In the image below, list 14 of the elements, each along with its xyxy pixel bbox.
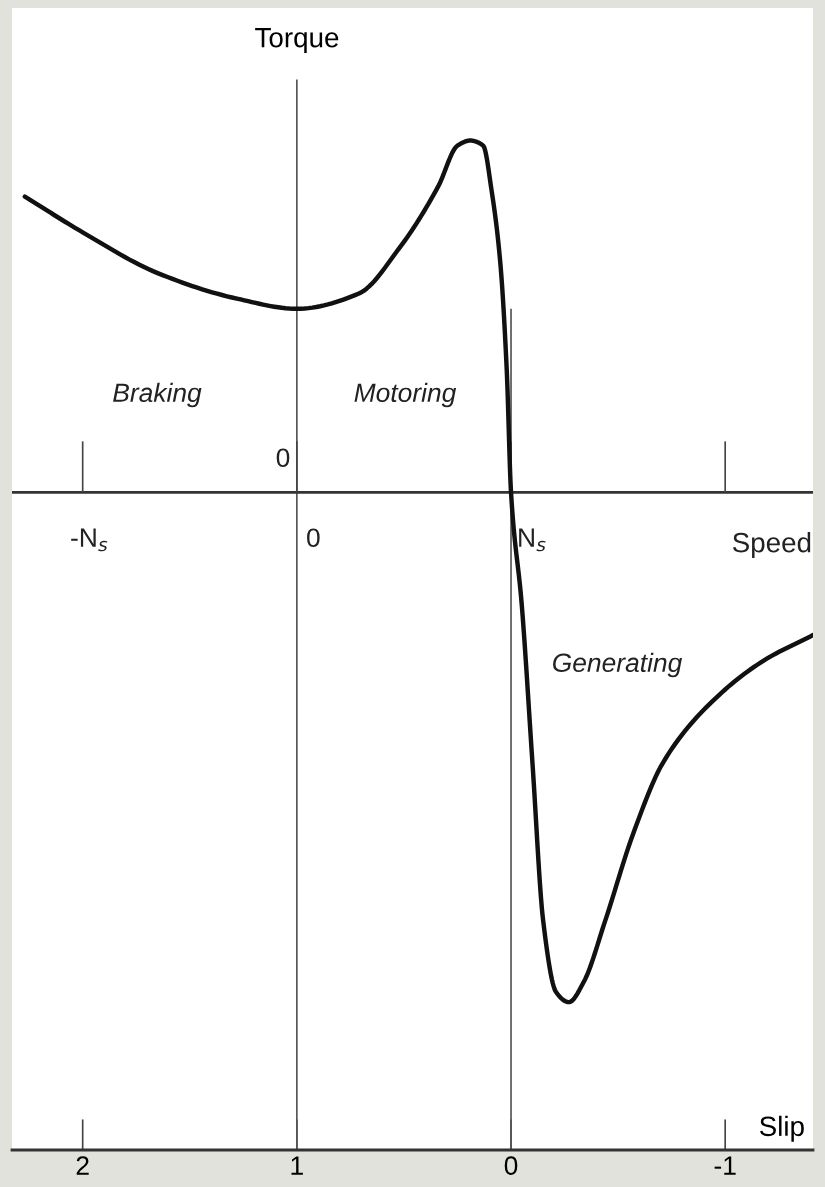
annotation: N$_{s}$ [519,528,546,552]
x-tick-label: 2 [76,1156,89,1175]
x-tick-label: 0 [504,1156,518,1175]
x-tick-label: -1 [714,1156,736,1175]
x-axis-title: Slip [759,1115,804,1142]
annotation: -N$_{s}$ [71,528,108,552]
y-axis-title: Torque [255,28,339,53]
annotation: Braking [113,382,202,408]
annotation: Motoring [354,382,457,408]
x-tick-label: 1 [291,1156,303,1175]
annotation: Speed [732,532,811,558]
annotation: 0 [276,448,290,468]
annotation: Generating [553,652,683,678]
annotation: 0 [307,528,320,548]
